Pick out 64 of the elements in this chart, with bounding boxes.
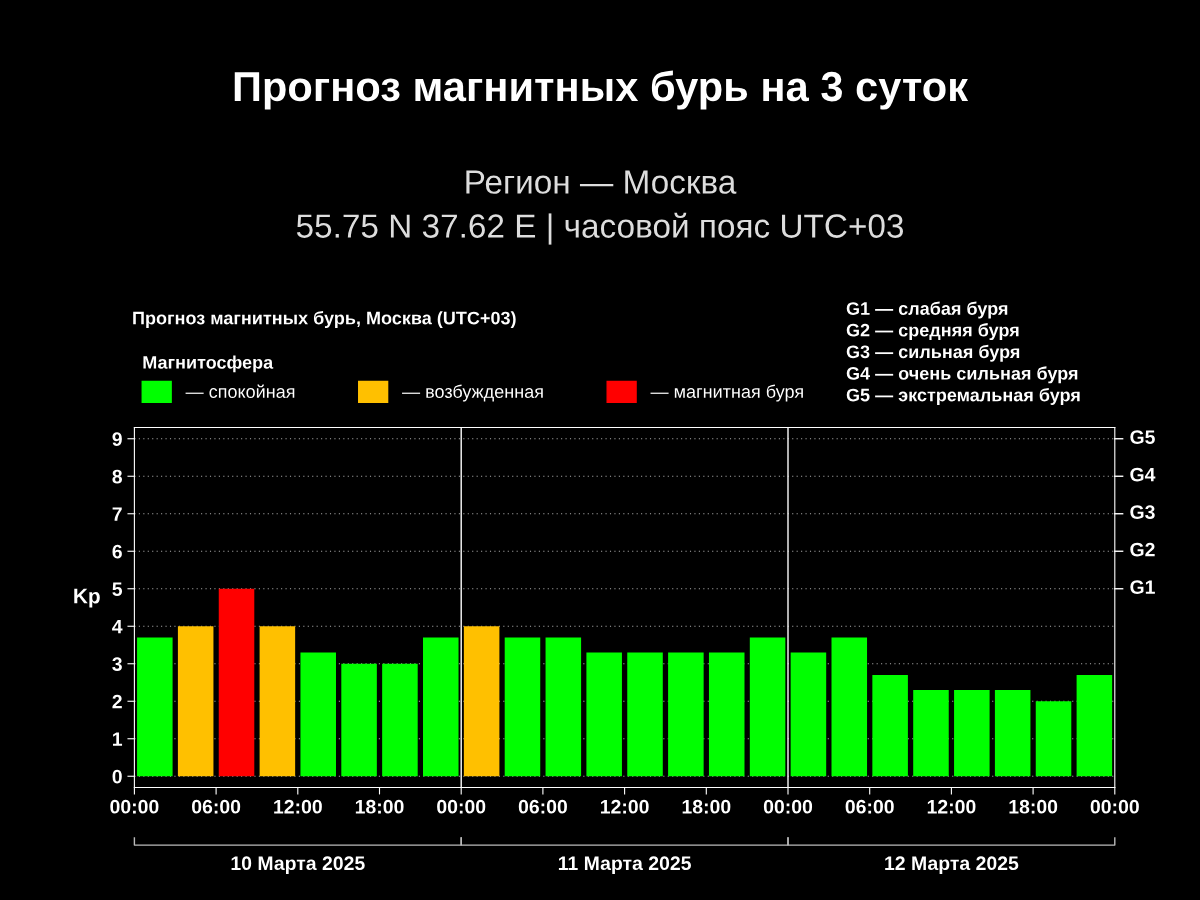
y-tick-label: 0 <box>112 769 122 784</box>
legend-label: — возбужденная <box>402 384 543 402</box>
bar <box>382 663 418 777</box>
text: 12 Марта 2025 <box>885 856 1019 874</box>
y-tick-label: 3 <box>112 657 122 672</box>
bar <box>259 626 296 777</box>
bar <box>463 626 500 777</box>
bar <box>341 663 377 777</box>
chart-title: Прогноз магнитных бурь на 3 суток <box>234 70 969 110</box>
x-tick-label: 00:00 <box>1090 799 1139 814</box>
chart-subtitle: Регион — Москва 55.75 N 37.62 E | часовой пояс UTC+03 <box>296 170 904 245</box>
bar <box>627 652 663 777</box>
x-tick-label: 06:00 <box>192 799 241 814</box>
bar <box>177 626 214 777</box>
y-axis-title: Kp <box>74 588 100 608</box>
x-tick-label: 06:00 <box>845 799 894 814</box>
legend-title: Магнитосфера <box>143 355 274 373</box>
text: G1 — слабая буря G2 — средняя буря G3 — сильная буря G4 — очень сильная буря G5 — экстремальная буря <box>846 301 1080 405</box>
x-tick-label: 00:00 <box>763 799 813 814</box>
bar <box>831 637 868 777</box>
y-tick-label: 7 <box>112 507 122 521</box>
bar <box>994 690 1031 777</box>
y-tick-label: 8 <box>112 469 122 484</box>
y-tick-label: 1 <box>113 732 123 746</box>
y-tick-label: 2 <box>112 694 122 709</box>
bar <box>545 637 582 777</box>
x-tick-label: 00:00 <box>437 799 486 814</box>
bar <box>586 652 622 777</box>
x-tick-label: 12:00 <box>274 799 322 814</box>
bar <box>872 675 908 777</box>
bar <box>504 637 541 777</box>
text: 10 Марта 2025 <box>231 856 365 874</box>
x-tick-label: 12:00 <box>600 799 649 814</box>
bar <box>137 637 173 777</box>
x-tick-label: 18:00 <box>1009 799 1058 814</box>
bar <box>1035 701 1072 777</box>
x-tick-label: 12:00 <box>927 799 976 814</box>
text: Прогноз магнитных бурь, Москва (UTC+03) <box>133 311 516 328</box>
text: G5 <box>1130 430 1155 444</box>
text: 11 Марта 2025 <box>558 856 691 874</box>
bar <box>913 690 949 777</box>
bar <box>218 588 255 777</box>
bar <box>749 637 786 777</box>
bar <box>300 652 336 777</box>
bar <box>423 637 459 777</box>
x-tick-label: 18:00 <box>355 799 404 814</box>
y-tick-label: 4 <box>112 619 123 634</box>
bar <box>708 652 745 777</box>
x-tick-label: 00:00 <box>110 799 159 814</box>
bar <box>954 690 990 777</box>
y-tick-label: 5 <box>112 582 123 596</box>
legend-label: — магнитная буря <box>650 384 803 402</box>
y-tick-label: 9 <box>112 432 122 446</box>
legend-label: — спокойная <box>185 384 295 398</box>
text: G4 <box>1130 467 1156 482</box>
bar <box>1076 675 1113 777</box>
text: G3 <box>1130 505 1155 519</box>
text: G1 <box>1130 580 1155 594</box>
x-tick-label: 06:00 <box>518 799 567 814</box>
x-tick-label: 18:00 <box>682 799 731 814</box>
text: G2 <box>1130 542 1155 557</box>
bar <box>790 652 827 777</box>
bar <box>668 652 704 777</box>
y-tick-label: 6 <box>112 544 122 559</box>
